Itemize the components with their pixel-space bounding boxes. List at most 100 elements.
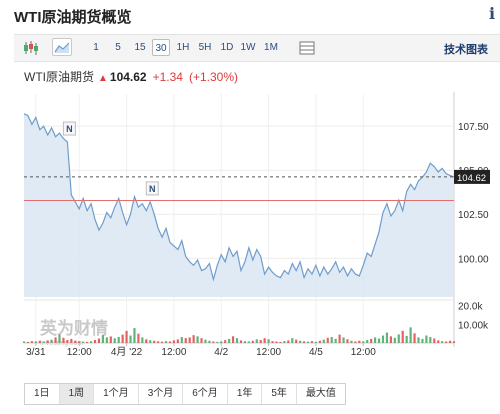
volume-bar <box>318 340 321 343</box>
volume-bar <box>303 341 306 343</box>
volume-bar <box>448 340 452 343</box>
volume-bar <box>334 338 337 343</box>
area-chart-icon[interactable] <box>52 38 72 56</box>
volume-bar <box>441 341 444 343</box>
up-arrow-icon: ▲ <box>98 73 108 84</box>
volume-bar <box>50 339 53 343</box>
volume-bar <box>204 339 207 343</box>
volume-bar <box>354 341 357 343</box>
volume-bar <box>42 341 45 343</box>
volume-tick-label: 20.0k <box>458 302 483 313</box>
range-button[interactable]: 1周 <box>59 384 95 404</box>
range-button[interactable]: 1日 <box>25 384 60 404</box>
volume-bar <box>168 341 172 343</box>
volume-bar <box>109 336 112 343</box>
volume-bar <box>145 339 148 343</box>
volume-bar <box>374 337 377 343</box>
volume-bar <box>58 334 61 343</box>
volume-bar <box>149 340 152 343</box>
volume-bar <box>30 341 33 343</box>
volume-bar <box>86 341 89 343</box>
volume-bar <box>54 337 57 343</box>
y-tick-label: 107.50 <box>458 122 489 133</box>
range-button[interactable]: 1年 <box>228 384 263 404</box>
volume-bar <box>366 340 369 343</box>
volume-bar <box>62 337 65 343</box>
volume-bar <box>370 338 373 343</box>
volume-bar <box>409 327 412 343</box>
volume-bar <box>26 341 30 343</box>
volume-bar <box>358 340 361 343</box>
volume-bar <box>101 335 104 343</box>
volume-bar <box>350 340 353 343</box>
news-marker-label: N <box>66 124 73 134</box>
timeframe-1m[interactable]: 1M <box>264 42 278 53</box>
candlestick-icon[interactable] <box>20 38 40 56</box>
volume-bar <box>377 338 381 343</box>
volume-bar <box>452 341 456 343</box>
x-tick-label: 12:00 <box>351 347 376 358</box>
timeframe-15[interactable]: 15 <box>134 42 146 53</box>
volume-bar <box>283 341 286 343</box>
range-button[interactable]: 最大值 <box>305 388 336 399</box>
range-selector: 1日 1周 1个月 3个月 6个月 1年 5年 最大值 <box>24 383 346 405</box>
volume-bar <box>180 337 183 343</box>
volume-bar <box>259 340 262 343</box>
news-marker <box>145 181 159 196</box>
info-icon[interactable]: i <box>489 4 496 23</box>
volume-bar <box>326 337 329 343</box>
price-area <box>24 113 454 298</box>
technical-chart-link[interactable]: 技术图表 <box>444 44 488 56</box>
timeframe-1w[interactable]: 1W <box>240 42 256 53</box>
volume-bar <box>192 335 195 343</box>
range-button[interactable]: 3个月 <box>139 384 184 404</box>
volume-bar <box>133 328 136 343</box>
range-button[interactable]: 1个月 <box>94 384 139 404</box>
volume-bar <box>196 336 199 343</box>
x-tick-label: 3/31 <box>26 347 46 358</box>
timeframe-30[interactable]: 30 <box>152 39 170 56</box>
volume-bar <box>295 339 298 343</box>
volume-bar <box>385 332 389 343</box>
x-tick-label: 4月 '22 <box>111 346 143 358</box>
timeframe-5[interactable]: 5 <box>115 42 121 53</box>
volume-bar <box>212 341 215 343</box>
x-tick-label: 4/2 <box>214 347 228 358</box>
timeframe-1d[interactable]: 1D <box>220 42 234 53</box>
range-button[interactable]: 5年 <box>262 384 297 404</box>
volume-bar <box>381 335 385 343</box>
instrument-name: WTI原油期货 <box>24 70 94 84</box>
volume-bar <box>279 341 282 343</box>
price-line <box>23 113 455 282</box>
volume-bar <box>322 339 325 343</box>
volume-bar <box>445 341 448 343</box>
volume-bar <box>421 338 424 343</box>
table-icon[interactable] <box>296 38 316 56</box>
volume-bar <box>247 341 250 343</box>
volume-bar <box>200 338 203 343</box>
volume-bar <box>231 336 235 343</box>
volume-bar <box>153 340 156 343</box>
range-button[interactable]: 6个月 <box>183 384 228 404</box>
quote-header: WTI原油期货 ▲ 104.62 +1.34 (+1.30%) <box>24 68 238 85</box>
volume-bar <box>342 337 345 343</box>
watermark-logo: 英为财情 <box>40 318 108 339</box>
volume-bar <box>176 339 179 343</box>
volume-bar <box>287 340 290 343</box>
volume-bar <box>255 339 258 343</box>
timeframe-1h[interactable]: 1H <box>176 42 190 53</box>
volume-bar <box>271 341 274 343</box>
volume-bar <box>235 338 239 343</box>
volume-bar <box>70 338 73 343</box>
volume-bar <box>22 341 26 343</box>
volume-bar <box>121 334 124 343</box>
volume-bar <box>97 338 101 343</box>
x-tick-label: 12:00 <box>67 347 92 358</box>
volume-bar <box>89 341 93 343</box>
volume-bar <box>141 337 144 343</box>
timeframe-1[interactable]: 1 <box>93 42 99 53</box>
volume-bar <box>117 337 120 343</box>
timeframe-5h[interactable]: 5H <box>198 42 212 53</box>
volume-bar <box>417 337 420 343</box>
